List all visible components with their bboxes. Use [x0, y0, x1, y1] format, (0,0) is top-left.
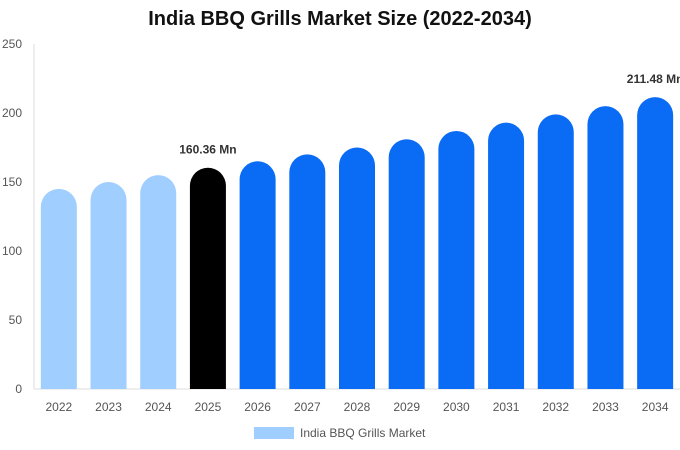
y-tick-label: 200 [2, 106, 22, 120]
y-tick-label: 250 [2, 37, 22, 51]
x-tick-label: 2029 [393, 400, 420, 414]
x-tick-label: 2034 [642, 400, 669, 414]
bar-2027 [289, 154, 326, 389]
x-tick-label: 2027 [294, 400, 321, 414]
x-tick-label: 2031 [493, 400, 520, 414]
bar-2028 [339, 147, 375, 389]
x-tick-label: 2025 [195, 400, 222, 414]
data-labels-group: 160.36 Mn 211.48 Mn [179, 72, 680, 157]
data-label: 211.48 Mn [627, 72, 680, 86]
data-label: 160.36 Mn [179, 143, 236, 157]
x-tick-label: 2030 [443, 400, 470, 414]
bar-2032 [537, 114, 574, 390]
x-tick-label: 2028 [344, 400, 371, 414]
y-axis-ticks: 0 50 100 150 200 250 [2, 37, 22, 396]
bar-2023 [90, 182, 127, 389]
bar-2024 [140, 175, 177, 389]
bar-2025 [189, 167, 226, 389]
bar-2026 [239, 161, 276, 389]
x-tick-label: 2026 [244, 400, 271, 414]
legend-swatch [254, 427, 294, 439]
bar-2031 [488, 122, 525, 389]
chart-title: India BBQ Grills Market Size (2022-2034) [148, 8, 532, 30]
bars-group [40, 97, 674, 390]
bar-2030 [438, 130, 475, 389]
legend[interactable]: India BBQ Grills Market [254, 426, 425, 440]
bar-2029 [388, 139, 425, 389]
x-tick-label: 2024 [145, 400, 172, 414]
y-tick-label: 150 [2, 175, 22, 189]
y-tick-label: 50 [9, 313, 23, 327]
bar-2033 [587, 106, 624, 389]
x-tick-label: 2022 [45, 400, 72, 414]
y-tick-label: 0 [15, 382, 22, 396]
bar-2022 [40, 188, 77, 389]
x-tick-label: 2032 [542, 400, 569, 414]
x-tick-label: 2033 [592, 400, 619, 414]
legend-label: India BBQ Grills Market [300, 426, 426, 440]
x-axis-ticks: 2022 2023 2024 2025 2026 2027 2028 2029 2030 2031… [45, 400, 668, 414]
bar-2034 [637, 97, 674, 390]
x-tick-label: 2023 [95, 400, 122, 414]
y-tick-label: 100 [2, 244, 22, 258]
